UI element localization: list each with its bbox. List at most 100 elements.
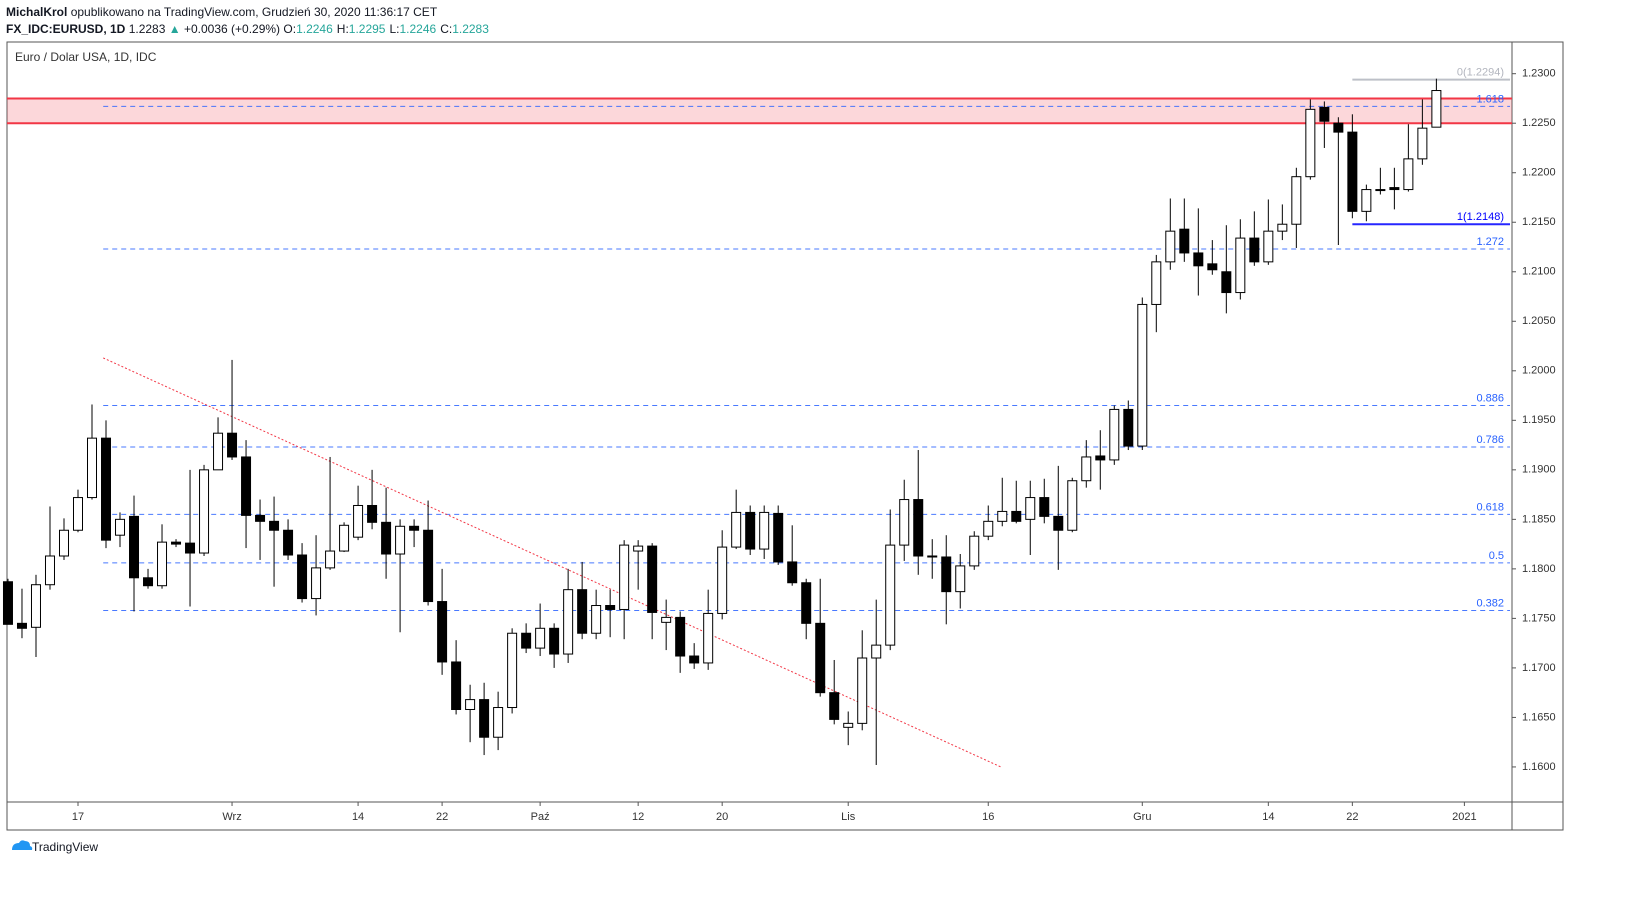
x-tick-label: 14 xyxy=(352,811,364,823)
ohlc-label: H: xyxy=(336,22,349,36)
candle-body xyxy=(857,657,868,724)
candle-body xyxy=(339,524,350,552)
y-tick-label: 1.1700 xyxy=(1522,662,1556,674)
y-tick-label: 1.2050 xyxy=(1522,315,1556,327)
footer-logo: TradingView xyxy=(12,840,98,854)
candle-body xyxy=(2,581,13,625)
candle-body xyxy=(157,541,168,587)
candle-body xyxy=(1389,187,1400,191)
candle-body xyxy=(535,627,546,649)
candle-body xyxy=(1025,497,1036,520)
y-tick-label: 1.1750 xyxy=(1522,612,1556,624)
candle-body xyxy=(507,632,518,709)
x-tick-label: 22 xyxy=(1346,811,1358,823)
candle-body xyxy=(577,589,588,634)
candle-body xyxy=(689,655,700,664)
candle-body xyxy=(255,514,266,522)
candle-body xyxy=(16,622,27,629)
candle-body xyxy=(913,499,924,557)
y-tick-label: 1.2000 xyxy=(1522,365,1556,377)
candle-body xyxy=(1235,237,1246,294)
candle-body xyxy=(213,432,224,471)
candle-body xyxy=(1151,261,1162,305)
x-tick-label: Lis xyxy=(841,811,856,823)
logo-icon xyxy=(12,840,33,850)
candle-body xyxy=(171,541,182,545)
candle-body xyxy=(185,542,196,554)
x-tick-label: 12 xyxy=(632,811,644,823)
candle-body xyxy=(1081,456,1092,482)
candle-body xyxy=(1053,515,1064,531)
candle-body xyxy=(269,520,280,531)
y-tick-label: 1.1600 xyxy=(1522,761,1556,773)
candle-body xyxy=(493,707,504,738)
candle-body xyxy=(451,661,462,711)
candle-body xyxy=(815,622,826,694)
fib-label: 0.886 xyxy=(1476,392,1504,404)
candle-body xyxy=(1319,106,1330,122)
candle-body xyxy=(297,554,308,600)
candle-body xyxy=(227,432,238,458)
candle-body xyxy=(30,584,41,628)
y-tick-label: 1.1650 xyxy=(1522,711,1556,723)
fib-label: 0.786 xyxy=(1476,434,1504,446)
candle-body xyxy=(1011,510,1022,522)
candle-body xyxy=(619,544,630,610)
candle-body xyxy=(1221,271,1232,294)
candle-body xyxy=(605,605,616,610)
y-tick-label: 1.2300 xyxy=(1522,68,1556,80)
candle-body xyxy=(871,644,882,659)
candle-body xyxy=(703,612,714,664)
candle-body xyxy=(241,456,252,516)
last-price: 1.2283 xyxy=(128,22,166,36)
candle-body xyxy=(563,589,574,655)
chart-title: Euro / Dolar USA, 1D, IDC xyxy=(15,50,157,64)
candle-body xyxy=(465,699,476,711)
y-tick-label: 1.1800 xyxy=(1522,563,1556,575)
trendline xyxy=(102,357,1002,768)
candle-body xyxy=(899,499,910,546)
ohlc-value: 1.2283 xyxy=(452,22,489,36)
candle-body xyxy=(283,529,294,556)
candle-body xyxy=(1095,455,1106,461)
candle-body xyxy=(941,556,952,593)
candle-body xyxy=(115,518,126,536)
ohlc-value: 1.2295 xyxy=(348,22,386,36)
candle-body xyxy=(759,511,770,550)
chart-frame xyxy=(6,41,1564,831)
candle-body xyxy=(591,605,602,634)
candle-body xyxy=(1375,189,1386,192)
candle-body xyxy=(423,529,434,603)
symbol: FX_IDC:EURUSD, 1D xyxy=(6,22,126,36)
candle-body xyxy=(1207,263,1218,271)
ohlc-label: L: xyxy=(389,22,400,36)
x-tick-label: Gru xyxy=(1133,811,1151,823)
fib-label: 1.272 xyxy=(1476,236,1504,248)
candle-body xyxy=(72,497,83,531)
x-tick-label: 22 xyxy=(436,811,448,823)
candle-body xyxy=(1165,230,1176,263)
candle-body xyxy=(1193,252,1204,267)
candle-body xyxy=(1333,122,1344,133)
candle-body xyxy=(843,722,854,728)
ohlc-value: 1.2246 xyxy=(399,22,437,36)
author: MichalKrol xyxy=(6,5,68,19)
x-tick-label: Wrz xyxy=(222,811,241,823)
fib-label: 1(1.2148) xyxy=(1457,211,1504,223)
candle-body xyxy=(143,577,154,587)
y-tick-label: 1.1850 xyxy=(1522,513,1556,525)
x-tick-label: 17 xyxy=(72,811,84,823)
candle-body xyxy=(1109,408,1120,461)
candle-body xyxy=(437,601,448,663)
candle-body xyxy=(353,504,364,538)
candle-body xyxy=(1179,228,1190,254)
candle-body xyxy=(1249,237,1260,263)
candle-body xyxy=(787,561,798,584)
y-tick-label: 1.1900 xyxy=(1522,464,1556,476)
header-line-1: MichalKrol opublikowano na TradingView.c… xyxy=(6,4,493,21)
y-tick-label: 1.2250 xyxy=(1522,117,1556,129)
candle-body xyxy=(1431,90,1442,128)
candle-body xyxy=(311,567,322,600)
candle-body xyxy=(1137,303,1148,447)
candle-body xyxy=(745,511,756,550)
